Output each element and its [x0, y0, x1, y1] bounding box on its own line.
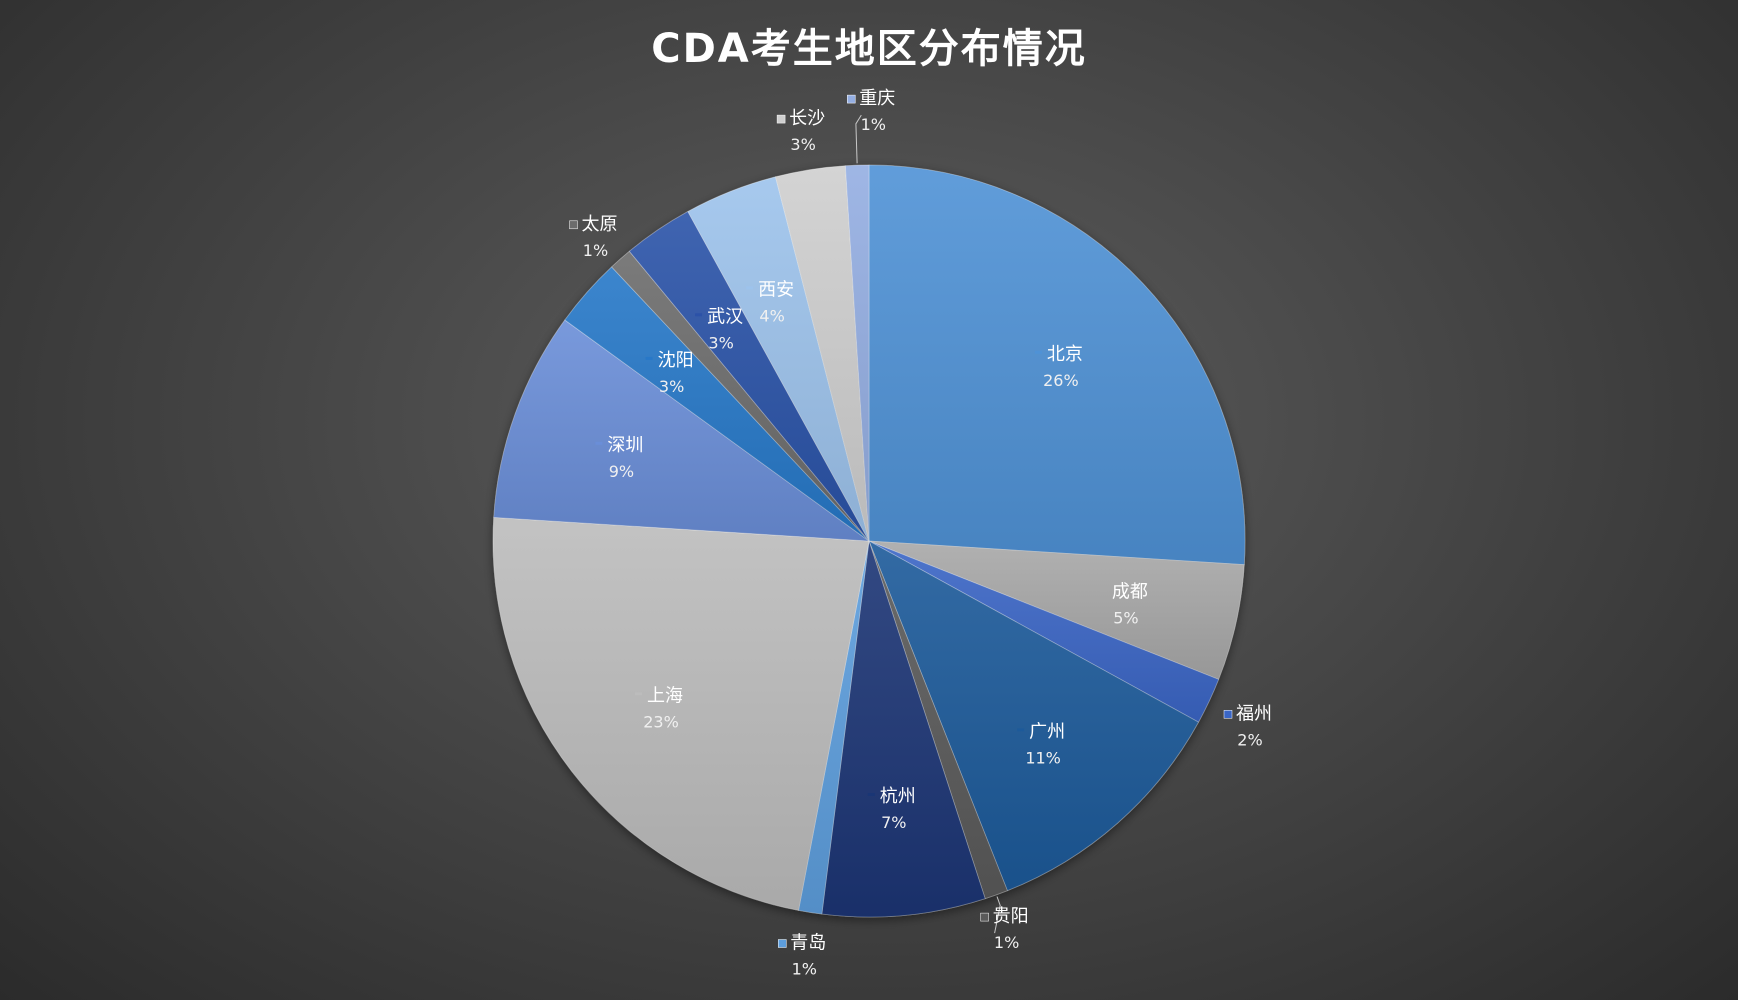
leader-line-贵阳 — [994, 896, 1001, 934]
legend-marker-青岛 — [778, 939, 787, 948]
data-label-上海: 上海 23% — [635, 685, 683, 731]
slice-value-太原: 1% — [583, 241, 608, 260]
legend-marker-武汉 — [695, 313, 703, 317]
slice-label-武汉: 武汉 — [707, 306, 743, 327]
slice-label-上海: 上海 — [647, 685, 683, 706]
slice-label-成都: 成都 — [1112, 581, 1148, 602]
data-label-沈阳: 沈阳 3% — [645, 350, 694, 396]
legend-marker-广州 — [1017, 728, 1025, 732]
data-label-杭州: 杭州 7% — [867, 786, 916, 832]
slice-value-广州: 11% — [1025, 748, 1061, 767]
data-label-福州: 福州 2% — [1223, 703, 1272, 749]
slice-value-长沙: 3% — [790, 135, 815, 154]
legend-marker-太原 — [569, 220, 578, 230]
slice-value-贵阳: 1% — [994, 933, 1019, 952]
data-label-太原: 太原 1% — [569, 214, 618, 260]
slice-value-重庆: 1% — [861, 115, 886, 134]
pie-slice-sheen-上海 — [492, 517, 869, 911]
pie-sheen — [492, 164, 1246, 918]
slice-value-青岛: 1% — [792, 960, 817, 979]
pie-slice-sheen-重庆 — [845, 164, 869, 541]
slice-label-福州: 福州 — [1236, 703, 1272, 724]
data-label-贵阳: 贵阳 1% — [980, 906, 1029, 952]
data-label-重庆: 重庆 1% — [847, 88, 895, 134]
data-label-深圳: 深圳 9% — [595, 435, 643, 481]
slice-label-西安: 西安 — [758, 279, 794, 300]
slice-value-西安: 4% — [759, 306, 784, 325]
pie-slice-sheen-深圳 — [493, 319, 869, 541]
pie-slice-sheen-成都 — [869, 541, 1245, 680]
pie-slice-sheen-福州 — [869, 541, 1219, 723]
legend-marker-上海 — [635, 692, 642, 696]
slice-label-北京: 北京 — [1047, 344, 1083, 365]
slice-value-福州: 2% — [1237, 730, 1262, 749]
legend-marker-贵阳 — [980, 912, 989, 922]
chart-title: CDA考生地区分布情况 — [651, 26, 1087, 72]
slice-label-深圳: 深圳 — [607, 435, 643, 456]
slice-label-重庆: 重庆 — [859, 88, 895, 109]
slice-value-沈阳: 3% — [659, 377, 684, 396]
data-label-长沙: 长沙 3% — [776, 108, 825, 154]
slice-label-长沙: 长沙 — [789, 108, 825, 129]
legend-marker-成都 — [1099, 588, 1107, 592]
pie-slice-sheen-贵阳 — [869, 541, 1008, 899]
slice-label-广州: 广州 — [1029, 721, 1065, 742]
pie-slice-sheen-杭州 — [821, 541, 986, 918]
data-label-广州: 广州 11% — [1017, 721, 1065, 767]
legend-marker-沈阳 — [645, 356, 653, 360]
slice-label-沈阳: 沈阳 — [658, 350, 694, 371]
data-label-西安: 西安 4% — [746, 279, 794, 325]
slice-label-青岛: 青岛 — [790, 933, 826, 954]
pie-slice-sheen-北京 — [869, 164, 1246, 565]
legend-marker-北京 — [1034, 350, 1042, 354]
data-labels: 北京 26% 成都 5% 福州 2% 广州 11% 贵阳 1% 杭州 7% 青岛 1% 上海 23% 深圳 9% 沈… — [569, 88, 1272, 979]
data-label-武汉: 武汉 3% — [695, 306, 743, 352]
legend-marker-长沙 — [776, 114, 786, 124]
legend-marker-重庆 — [847, 94, 856, 104]
legend-marker-深圳 — [595, 441, 603, 445]
pie-slice-sheen-太原 — [611, 251, 869, 542]
slice-value-上海: 23% — [643, 712, 679, 731]
legend-marker-杭州 — [867, 793, 875, 796]
slice-value-杭州: 7% — [881, 813, 906, 832]
slice-label-太原: 太原 — [582, 214, 618, 235]
legend-marker-西安 — [746, 286, 754, 290]
slice-value-北京: 26% — [1043, 371, 1079, 390]
slice-value-成都: 5% — [1113, 608, 1138, 627]
data-label-成都: 成都 5% — [1099, 581, 1148, 627]
pie-slice-sheen-沈阳 — [564, 266, 869, 541]
pie-slice-sheen-广州 — [869, 541, 1199, 891]
pie-slice-sheen-武汉 — [629, 211, 869, 541]
pie-slice-sheen-青岛 — [798, 541, 869, 915]
slice-label-贵阳: 贵阳 — [993, 906, 1029, 927]
legend-marker-福州 — [1223, 710, 1233, 719]
pie-slice-sheen-长沙 — [775, 165, 869, 542]
slice-value-深圳: 9% — [609, 462, 634, 481]
data-label-青岛: 青岛 1% — [778, 933, 826, 979]
leader-lines — [855, 114, 1001, 934]
leader-line-重庆 — [855, 114, 862, 164]
slice-label-杭州: 杭州 — [880, 786, 916, 807]
slice-value-武汉: 3% — [708, 333, 733, 352]
data-label-北京: 北京 26% — [1034, 344, 1083, 390]
pie-slice-sheen-西安 — [687, 176, 869, 541]
